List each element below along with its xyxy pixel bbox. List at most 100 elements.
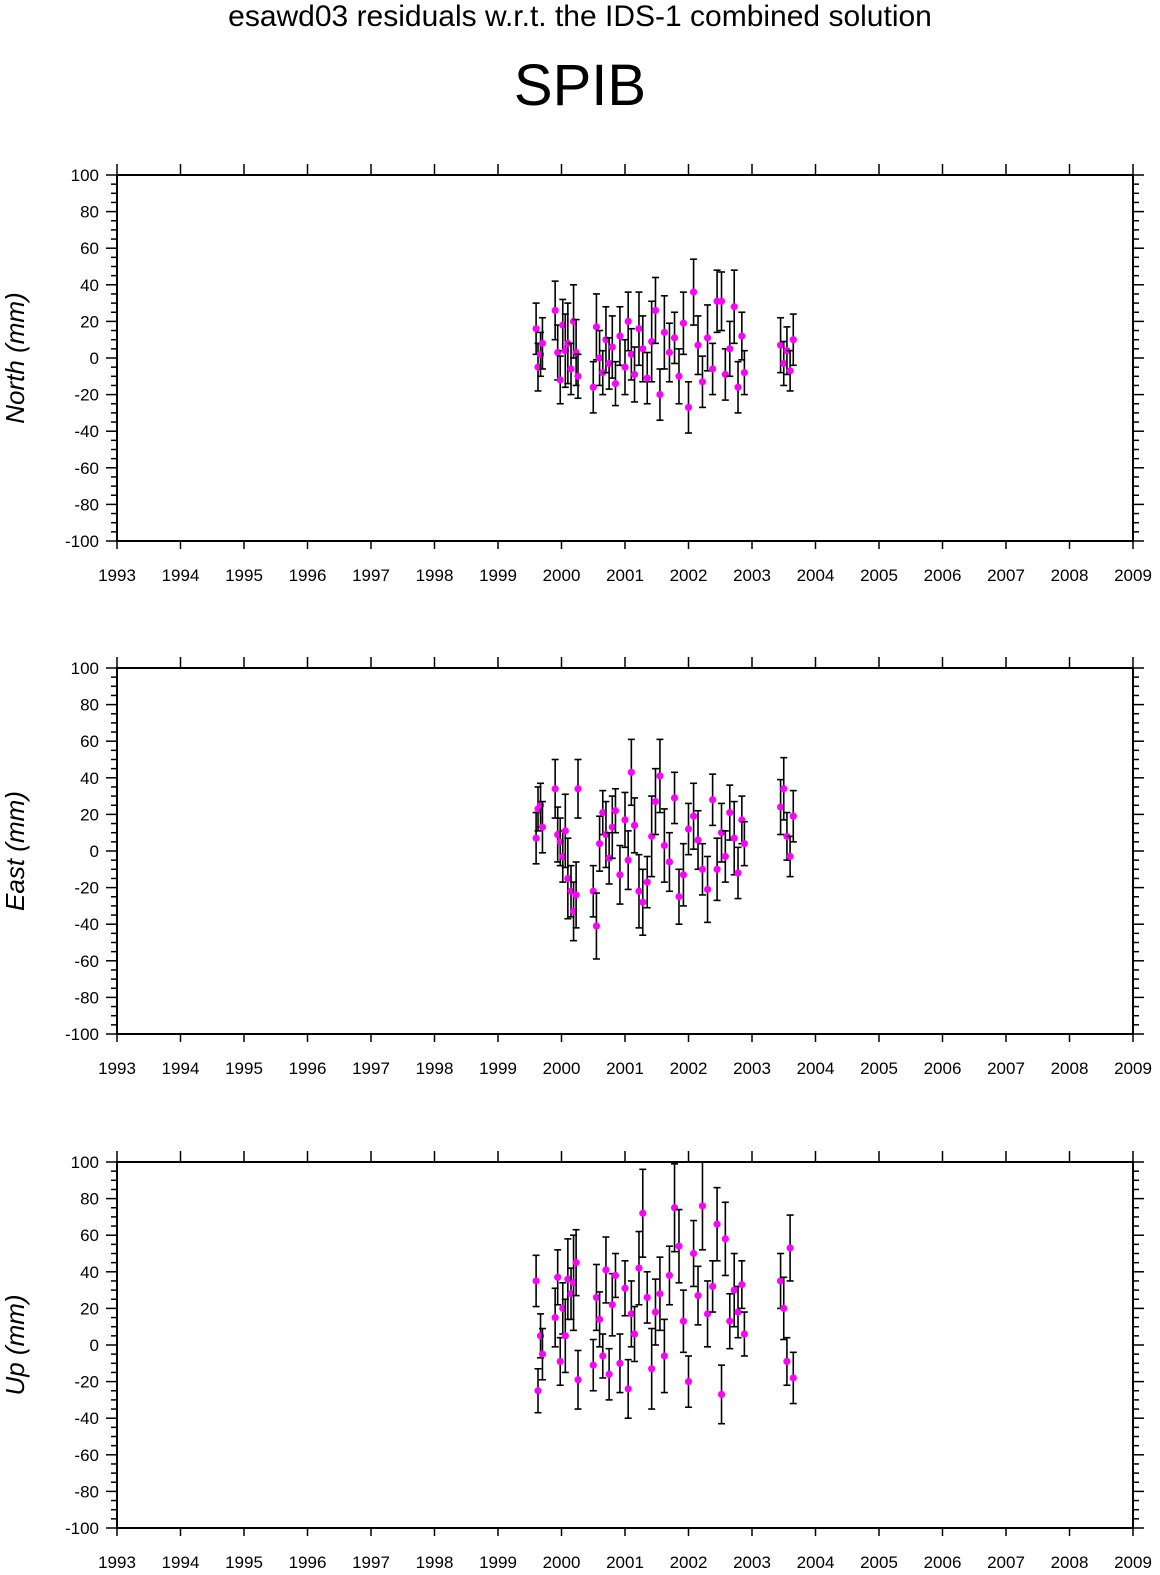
data-point: [670, 334, 679, 342]
data-point: [538, 339, 547, 347]
plot-frame: [116, 667, 1134, 1035]
data-point: [684, 1378, 693, 1386]
y-tick-label: 80: [80, 1190, 99, 1209]
data-point: [651, 797, 660, 806]
x-tick-label: 2004: [797, 566, 835, 585]
data-point: [596, 354, 604, 362]
y-tick-label: -20: [74, 879, 99, 898]
data-point: [551, 785, 559, 793]
y-tick-label: 80: [80, 696, 99, 715]
data-point: [656, 391, 664, 399]
y-tick-label: 60: [80, 732, 99, 751]
data-point: [675, 372, 683, 380]
data-point: [534, 1387, 542, 1395]
data-point: [627, 768, 635, 776]
data-point: [643, 878, 651, 886]
y-tick-label: -60: [74, 459, 99, 478]
data-point: [627, 350, 635, 358]
y-tick-label: 40: [80, 769, 99, 788]
data-point: [574, 1376, 582, 1384]
y-tick-label: -100: [65, 1519, 99, 1538]
data-point: [665, 858, 674, 866]
x-tick-label: 1998: [416, 1059, 454, 1078]
data-point: [786, 367, 794, 375]
x-tick-label: 1998: [416, 566, 454, 585]
data-point: [713, 865, 721, 873]
data-point: [551, 1313, 559, 1322]
x-tick-label: 2007: [987, 1059, 1025, 1078]
data-point: [780, 1304, 788, 1312]
data-point: [630, 370, 639, 379]
data-point: [532, 834, 540, 842]
y-tick-label: 60: [80, 239, 99, 258]
x-tick-label: 1995: [225, 1553, 263, 1572]
data-point: [776, 1277, 785, 1285]
data-point: [786, 852, 794, 861]
y-tick-label: -80: [74, 495, 99, 514]
x-tick-label: 1996: [289, 1059, 327, 1078]
data-point: [592, 922, 601, 930]
x-tick-label: 2007: [987, 566, 1025, 585]
data-point: [589, 1361, 597, 1369]
x-tick-label: 2000: [543, 566, 581, 585]
data-point: [717, 297, 726, 305]
data-point: [660, 1352, 668, 1360]
data-point: [611, 1271, 620, 1280]
data-point: [730, 303, 738, 311]
y-tick-label: 20: [80, 312, 99, 331]
data-point: [589, 383, 597, 391]
panel-east: 100 80 60 40 20 0 -20 -40 -60 -80 -100 1993 1994 1995…: [0, 657, 1152, 1078]
x-tick-label: 1997: [352, 1059, 390, 1078]
data-point: [656, 1290, 664, 1298]
data-point: [639, 345, 647, 353]
data-point: [679, 871, 688, 879]
data-point: [734, 383, 742, 391]
y-axis-label: Up (mm): [0, 1294, 30, 1395]
data-point: [730, 834, 738, 842]
data-point: [783, 1357, 791, 1366]
x-tick-label: 1996: [289, 1553, 327, 1572]
x-tick-label: 2001: [606, 1553, 644, 1572]
data-point: [679, 319, 688, 327]
data-point: [709, 1282, 717, 1291]
y-tick-label: -40: [74, 1409, 99, 1428]
x-tick-label: 2005: [860, 1553, 898, 1572]
data-point: [689, 812, 698, 820]
y-tick-label: -80: [74, 1482, 99, 1501]
data-point: [734, 1308, 742, 1316]
plot-frame: [116, 1161, 1134, 1529]
data-point: [740, 840, 748, 848]
x-tick-label: 2006: [924, 1553, 962, 1572]
y-tick-label: -40: [74, 915, 99, 934]
data-point: [643, 374, 651, 382]
x-tick-label: 2005: [860, 1059, 898, 1078]
x-tick-label: 2001: [606, 566, 644, 585]
data-point: [684, 403, 693, 412]
data-point: [630, 821, 639, 829]
x-tick-label: 2001: [606, 1059, 644, 1078]
data-point: [780, 359, 788, 368]
data-point: [789, 336, 797, 344]
data-point: [660, 841, 668, 850]
data-point: [608, 1301, 616, 1309]
data-point: [538, 1350, 547, 1358]
data-point: [721, 1235, 729, 1243]
y-tick-label: 100: [71, 659, 99, 678]
y-tick-label: 0: [90, 349, 99, 368]
x-tick-label: 2008: [1051, 566, 1089, 585]
y-tick-label: 0: [90, 842, 99, 861]
x-tick-label: 1997: [352, 566, 390, 585]
data-point: [602, 1266, 610, 1274]
data-point: [554, 1273, 562, 1281]
x-tick-label: 1998: [416, 1553, 454, 1572]
data-point: [780, 785, 788, 793]
data-point: [643, 1293, 651, 1302]
x-tick-label: 1996: [289, 566, 327, 585]
data-point: [660, 328, 668, 336]
data-point: [532, 325, 540, 333]
data-point: [596, 1315, 604, 1323]
data-point: [639, 1209, 647, 1217]
data-point: [611, 807, 620, 815]
data-point: [684, 825, 693, 833]
